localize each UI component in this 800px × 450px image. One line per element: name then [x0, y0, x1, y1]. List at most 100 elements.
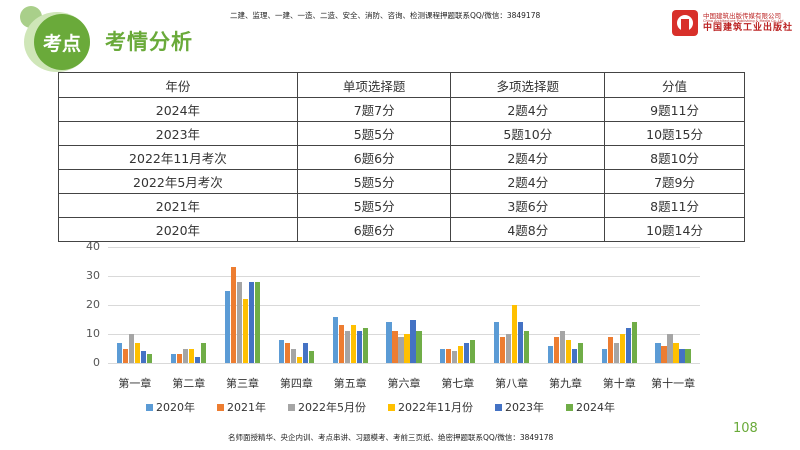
x-axis-category-label: 第九章: [548, 377, 582, 390]
y-axis-tick-label: 30: [86, 269, 100, 282]
bar: [631, 322, 637, 363]
bar: [189, 348, 195, 363]
cell-year: 2020年: [58, 217, 298, 242]
chart-plot-area: [108, 247, 700, 363]
legend-swatch-icon: [146, 403, 153, 411]
legend-label: 2020年: [156, 401, 195, 414]
section-badge: 考点: [14, 6, 94, 72]
legend-label: 2024年: [576, 401, 615, 414]
legend-label: 2023年: [505, 401, 544, 414]
cell-year: 2022年11月考次: [58, 145, 298, 170]
bar: [362, 328, 368, 363]
bar: [135, 342, 141, 363]
top-contact-note: 二建、监理、一建、一造、二造、安全、消防、咨询、检测课程押题联系QQ/微信：38…: [230, 11, 541, 20]
bar: [141, 351, 147, 363]
legend-item: 2024年: [566, 399, 615, 415]
table-row: 2022年5月考次 5题5分 2题4分 7题9分: [58, 169, 745, 194]
bar: [410, 319, 416, 363]
x-axis-category-label: 第六章: [387, 377, 421, 390]
x-axis-category-label: 第一章: [118, 377, 152, 390]
bar-group: [171, 247, 207, 363]
bar: [685, 348, 691, 363]
bar-group: [547, 247, 584, 363]
bar: [171, 354, 177, 363]
bar: [655, 342, 661, 363]
header-multi-choice: 多项选择题: [450, 72, 606, 98]
table-row: 2024年 7题7分 2题4分 9题11分: [58, 97, 745, 122]
cell-multi: 2题4分: [450, 97, 606, 122]
grid-line: [108, 334, 700, 335]
bar: [667, 334, 673, 363]
section-badge-label: 考点: [34, 14, 90, 70]
bar: [607, 336, 613, 363]
table-header-row: 年份 单项选择题 多项选择题 分值: [58, 72, 745, 98]
grid-line: [108, 363, 700, 364]
bar-group: [278, 247, 314, 363]
bar: [673, 342, 679, 363]
bar: [494, 322, 500, 363]
cell-multi: 3题6分: [450, 193, 606, 218]
bar: [398, 336, 404, 363]
cell-score: 7题9分: [604, 169, 745, 194]
legend-swatch-icon: [495, 403, 502, 411]
cell-single: 7题7分: [296, 97, 452, 122]
bar: [123, 348, 129, 363]
bar: [147, 354, 153, 363]
bar: [547, 345, 554, 363]
table-row: 2021年 5题5分 3题6分 8题11分: [58, 193, 745, 218]
bar: [248, 281, 255, 363]
bar: [254, 281, 261, 363]
y-axis-tick-label: 20: [86, 298, 100, 311]
bar: [129, 334, 135, 363]
legend-label: 2022年11月份: [398, 401, 473, 414]
legend-item: 2020年: [146, 399, 195, 415]
table-row: 2020年 6题6分 4题8分 10题14分: [58, 217, 745, 242]
cell-score: 9题11分: [604, 97, 745, 122]
legend-item: 2023年: [495, 399, 544, 415]
bar: [224, 290, 231, 363]
bar: [242, 299, 249, 363]
bar-group: [655, 247, 691, 363]
legend-label: 2021年: [227, 401, 266, 414]
y-axis-tick-label: 10: [86, 327, 100, 340]
publisher-logo-icon: [672, 10, 698, 36]
legend-item: 2021年: [217, 399, 266, 415]
cell-year: 2021年: [58, 193, 298, 218]
grid-line: [108, 247, 700, 248]
bar: [236, 281, 243, 363]
cell-score: 8题10分: [604, 145, 745, 170]
y-axis-tick-label: 40: [86, 240, 100, 253]
bar: [278, 339, 284, 363]
bar: [201, 342, 207, 363]
page-title: 考情分析: [105, 30, 193, 54]
bar: [392, 331, 398, 363]
bar: [500, 336, 506, 363]
y-axis-tick-label: 0: [93, 356, 100, 369]
bar: [230, 267, 237, 363]
bar: [290, 348, 296, 363]
x-axis-category-label: 第七章: [441, 377, 475, 390]
bar: [308, 351, 314, 363]
bar-group: [440, 247, 476, 363]
cell-single: 6题6分: [296, 217, 452, 242]
bar: [386, 322, 392, 363]
bar-group: [224, 247, 261, 363]
cell-score: 10题15分: [604, 121, 745, 146]
cell-year: 2023年: [58, 121, 298, 146]
bar: [524, 331, 530, 363]
bar: [661, 345, 667, 363]
x-axis-category-label: 第八章: [495, 377, 529, 390]
bar-group: [332, 247, 368, 363]
x-axis-category-label: 第三章: [226, 377, 260, 390]
legend-label: 2022年5月份: [298, 401, 366, 414]
page-number: 108: [733, 421, 758, 436]
grid-line: [108, 276, 700, 277]
logo-company-cn: 中国建筑出版传媒有限公司: [703, 11, 781, 20]
header-year: 年份: [58, 72, 298, 98]
bar: [512, 305, 518, 363]
cell-single: 5题5分: [296, 193, 452, 218]
legend-swatch-icon: [217, 403, 224, 411]
bar: [625, 328, 631, 363]
bar: [470, 339, 476, 363]
bar: [553, 336, 560, 363]
